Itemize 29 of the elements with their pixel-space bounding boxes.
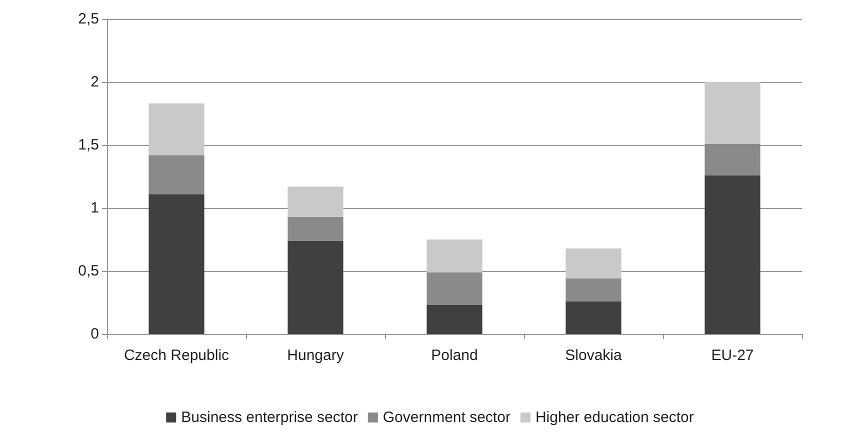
bar [288,240,344,334]
legend-label: Government sector [382,409,510,426]
bar [148,103,204,156]
bar [426,272,482,306]
bar [566,278,622,302]
y-tick-label: 1 [90,200,99,216]
y-tick-label: 2,5 [78,10,99,28]
y-tick-label: 2 [90,74,99,90]
y-tick-label: 0 [90,326,99,342]
bar [288,186,344,217]
y-tick-label: 0,5 [78,262,99,280]
x-tick-label: Slovakia [565,347,623,364]
x-tick-label: Czech Republic [124,347,230,364]
bar [288,216,344,241]
bar [704,82,760,144]
bar [426,240,482,272]
bar [566,248,622,279]
bar [426,305,482,334]
bar [148,194,204,334]
bar [566,301,622,334]
legend-label: Business enterprise sector [181,409,358,426]
bar [148,155,204,194]
bar [704,144,760,176]
y-tick-label: 1,5 [78,136,99,154]
bar [704,175,760,334]
x-tick-label: Hungary [287,347,344,364]
x-tick-label: EU-27 [711,347,754,364]
legend-label: Higher education sector [535,409,694,426]
x-tick-label: Poland [431,347,478,364]
